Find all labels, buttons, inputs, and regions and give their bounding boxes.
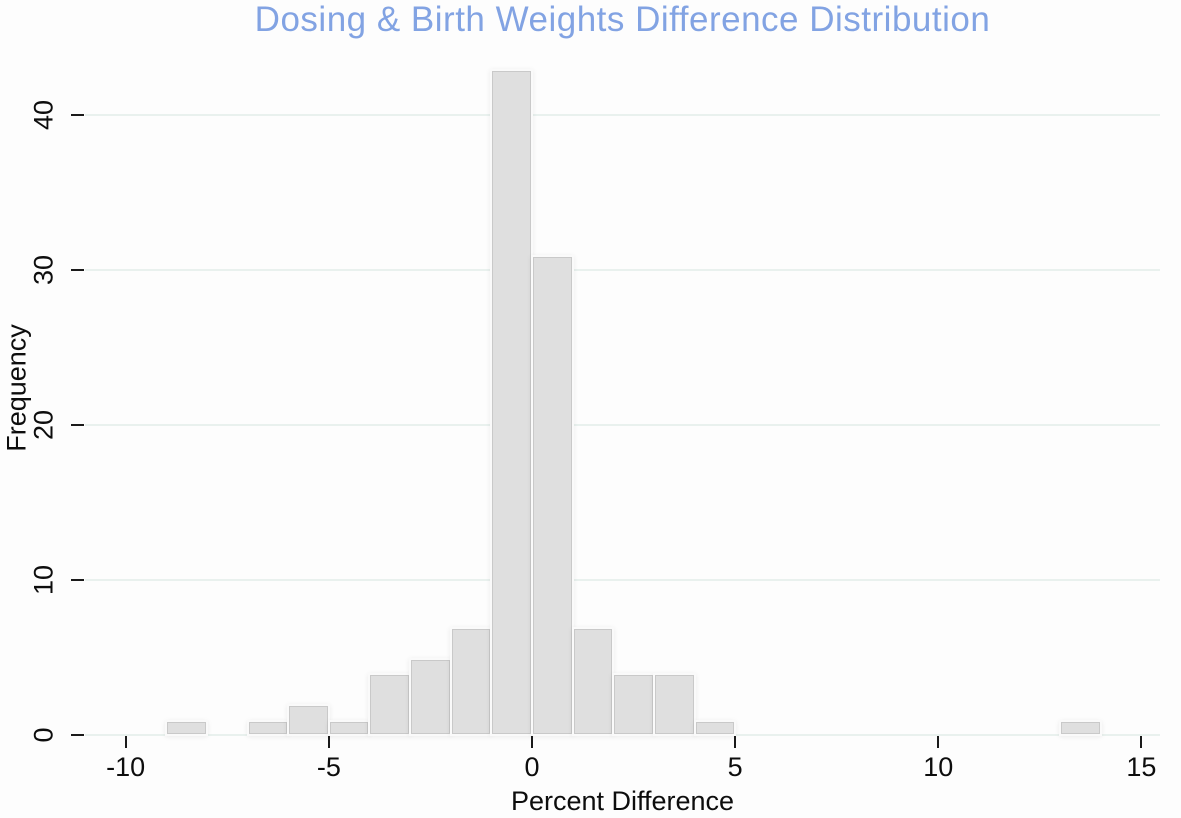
y-axis-tick (71, 734, 84, 736)
histogram-bar (531, 254, 574, 736)
y-gridline (85, 579, 1160, 581)
y-tick-label: 20 (28, 409, 59, 441)
histogram-bar (327, 719, 371, 736)
y-axis-tick (71, 424, 84, 426)
chart-title: Dosing & Birth Weights Difference Distri… (254, 0, 991, 39)
histogram-bar (449, 626, 493, 736)
histogram-bar (1059, 719, 1102, 736)
y-tick-label: 0 (28, 727, 59, 743)
x-tick-label: 10 (923, 752, 954, 782)
y-tick-label: 30 (28, 254, 59, 286)
histogram-bar (571, 626, 615, 736)
x-tick-label: 5 (727, 752, 743, 782)
histogram-bar (368, 673, 412, 736)
y-axis-tick (71, 114, 84, 116)
x-tick-label: 0 (524, 752, 540, 782)
histogram-bar (409, 657, 452, 736)
x-tick-label: 15 (1126, 752, 1157, 782)
y-axis-tick (71, 579, 84, 581)
y-tick-label: 40 (28, 99, 59, 131)
histogram-bar (652, 673, 696, 736)
histogram-bar (287, 704, 330, 736)
histogram-bar (165, 719, 208, 736)
histogram-bar (612, 673, 655, 736)
y-gridline (85, 424, 1160, 426)
x-axis-tick (124, 736, 127, 748)
x-axis-tick (734, 736, 737, 748)
x-tick-label: -10 (106, 752, 146, 782)
histogram-bar (246, 719, 290, 736)
histogram-bar (490, 68, 533, 736)
y-tick-label: 10 (28, 564, 59, 596)
x-axis-tick (1140, 736, 1143, 748)
histogram-bar (693, 719, 737, 736)
x-axis-title: Percent Difference (510, 786, 735, 816)
x-axis-tick (327, 736, 330, 748)
y-axis-tick (71, 269, 84, 271)
x-axis-tick (531, 736, 533, 748)
y-gridline (85, 269, 1160, 271)
x-axis-tick (937, 736, 940, 748)
x-tick-label: -5 (316, 752, 341, 782)
y-gridline (85, 114, 1160, 116)
